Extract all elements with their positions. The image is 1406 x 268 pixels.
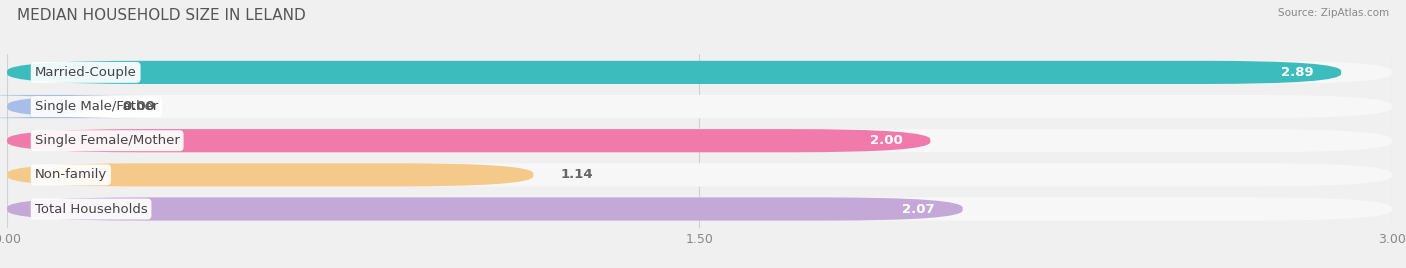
Text: Total Households: Total Households [35,203,148,215]
FancyBboxPatch shape [7,198,1392,221]
FancyBboxPatch shape [7,163,1392,187]
Text: 0.00: 0.00 [122,100,155,113]
FancyBboxPatch shape [0,95,146,118]
Text: Single Male/Father: Single Male/Father [35,100,157,113]
Text: 2.00: 2.00 [870,134,903,147]
FancyBboxPatch shape [7,129,931,152]
Text: Married-Couple: Married-Couple [35,66,136,79]
FancyBboxPatch shape [7,163,533,187]
Text: Source: ZipAtlas.com: Source: ZipAtlas.com [1278,8,1389,18]
FancyBboxPatch shape [7,95,1392,118]
FancyBboxPatch shape [7,61,1392,84]
Text: Single Female/Mother: Single Female/Mother [35,134,180,147]
Text: 1.14: 1.14 [561,168,593,181]
FancyBboxPatch shape [7,129,1392,152]
Text: 2.89: 2.89 [1281,66,1313,79]
FancyBboxPatch shape [7,198,963,221]
FancyBboxPatch shape [7,61,1341,84]
Text: Non-family: Non-family [35,168,107,181]
Text: 2.07: 2.07 [903,203,935,215]
Text: MEDIAN HOUSEHOLD SIZE IN LELAND: MEDIAN HOUSEHOLD SIZE IN LELAND [17,8,305,23]
